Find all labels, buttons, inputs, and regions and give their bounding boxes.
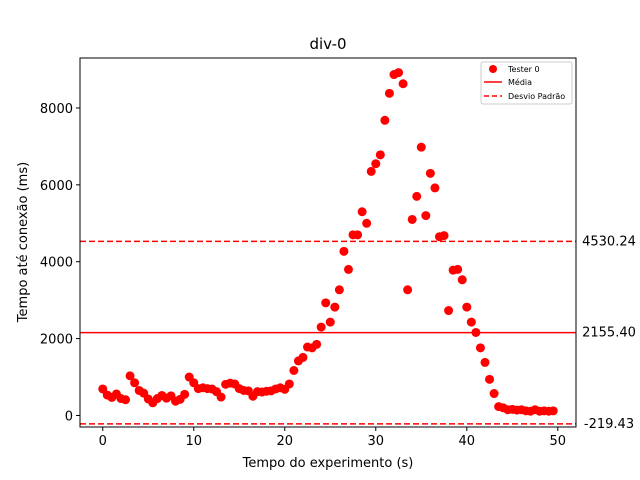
reference-lines: 2155.40 4530.24 -219.43: [80, 234, 636, 432]
data-point: [425, 168, 435, 178]
data-point: [121, 395, 131, 405]
data-point: [180, 389, 190, 399]
reference-line-label: -219.43: [584, 417, 634, 432]
data-point: [453, 264, 463, 274]
x-tick-label: 50: [550, 434, 567, 449]
reference-line-label: 4530.24: [582, 234, 636, 249]
chart-title: div-0: [309, 35, 346, 53]
data-point: [371, 159, 381, 169]
x-tick-label: 20: [276, 434, 293, 449]
data-point: [312, 339, 322, 349]
data-point: [330, 302, 340, 312]
data-point: [421, 211, 431, 221]
x-tick-label: 40: [459, 434, 476, 449]
data-point: [362, 218, 372, 228]
reference-line-label: 2155.40: [582, 326, 636, 341]
data-point: [298, 352, 308, 362]
data-point: [216, 392, 226, 402]
data-point: [457, 275, 467, 285]
data-point: [398, 79, 408, 89]
x-tick-label: 10: [185, 434, 202, 449]
data-points: [98, 68, 558, 416]
data-point: [130, 378, 140, 388]
y-tick-label: 4000: [40, 256, 73, 271]
data-point: [366, 166, 376, 176]
data-point: [480, 357, 490, 367]
data-point: [289, 365, 299, 375]
y-axis-label: Tempo até conexão (ms): [16, 162, 31, 323]
data-point: [325, 317, 335, 327]
data-point: [384, 88, 394, 98]
data-point: [548, 406, 558, 416]
data-point: [462, 302, 472, 312]
data-point: [125, 371, 135, 381]
legend-box: [480, 61, 573, 105]
data-point: [380, 115, 390, 125]
legend-marker-tester: [489, 65, 497, 73]
data-point: [471, 327, 481, 337]
legend-label-desvio: Desvio Padrão: [508, 92, 565, 101]
data-point: [407, 214, 417, 224]
data-point: [357, 207, 367, 217]
y-tick-label: 0: [65, 409, 73, 424]
x-tick-label: 30: [368, 434, 385, 449]
legend: Tester 0 Média Desvio Padrão: [480, 61, 573, 105]
data-point: [375, 150, 385, 160]
legend-label-media: Média: [508, 77, 532, 87]
plot-area-frame: [79, 57, 577, 428]
data-point: [394, 68, 404, 78]
data-point: [403, 285, 413, 295]
data-point: [316, 322, 326, 332]
x-tick-label: 0: [99, 434, 107, 449]
x-axis-ticks: 0 10 20 30 40 50: [99, 427, 566, 449]
y-tick-label: 8000: [40, 102, 73, 117]
data-point: [430, 183, 440, 193]
data-point: [475, 343, 485, 353]
data-point: [334, 285, 344, 295]
y-tick-label: 2000: [40, 333, 73, 348]
data-point: [284, 379, 294, 389]
data-point: [321, 298, 331, 308]
data-point: [439, 231, 449, 241]
data-point: [444, 306, 454, 316]
data-point: [98, 384, 108, 394]
data-point: [353, 230, 363, 240]
y-tick-label: 6000: [40, 179, 73, 194]
data-point: [466, 317, 476, 327]
data-point: [485, 374, 495, 384]
y-axis-ticks: 0 2000 4000 6000 8000: [40, 102, 80, 424]
legend-label-tester: Tester 0: [507, 65, 540, 74]
data-point: [416, 142, 426, 152]
data-point: [412, 191, 422, 201]
data-point: [343, 264, 353, 274]
x-axis-label: Tempo do experimento (s): [242, 456, 414, 471]
data-point: [489, 389, 499, 399]
data-point: [339, 246, 349, 256]
